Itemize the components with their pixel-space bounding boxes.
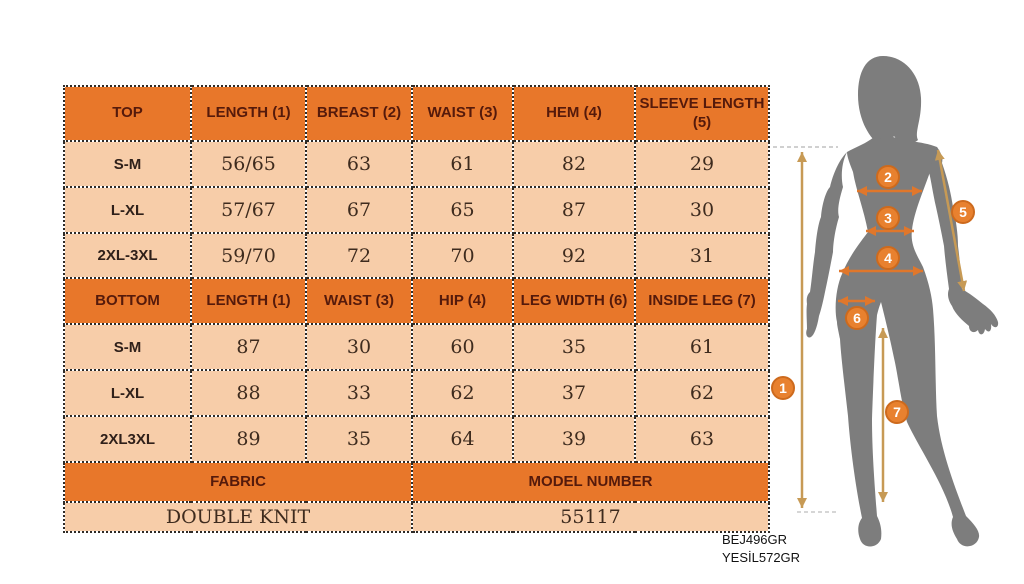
female-silhouette: [806, 56, 999, 547]
measure-marker-1: 1: [771, 376, 795, 400]
value-cell: 35: [305, 415, 413, 463]
table-row: L-XL 57/67 67 65 87 30: [63, 186, 770, 234]
product-codes: BEJ496GR YESİL572GR: [722, 531, 800, 567]
product-code-1: BEJ496GR: [722, 532, 788, 547]
value-cell: 59/70: [190, 232, 307, 279]
size-chart-table: TOP LENGTH (1) BREAST (2) WAIST (3) HEM (4) S…: [63, 85, 770, 533]
value-cell: 62: [411, 369, 514, 417]
header-cell: TOP: [63, 85, 192, 142]
table-row: 2XL-3XL 59/70 72 70 92 31: [63, 232, 770, 279]
table-row: FABRIC MODEL NUMBER: [63, 461, 770, 503]
value-cell: 61: [634, 323, 770, 371]
value-cell: 70: [411, 232, 514, 279]
value-cell: 88: [190, 369, 307, 417]
table-row: 2XL3XL 89 35 64 39 63: [63, 415, 770, 463]
header-cell: FABRIC: [63, 461, 413, 503]
value-cell: 92: [512, 232, 636, 279]
value-cell: 62: [634, 369, 770, 417]
value-cell: 39: [512, 415, 636, 463]
header-cell: INSIDE LEG (7): [634, 277, 770, 325]
header-cell: LENGTH (1): [190, 277, 307, 325]
value-cell: 61: [411, 140, 514, 188]
header-cell: BOTTOM: [63, 277, 192, 325]
header-cell: BREAST (2): [305, 85, 413, 142]
value-cell: 30: [634, 186, 770, 234]
size-label-cell: 2XL-3XL: [63, 232, 192, 279]
header-cell: HIP (4): [411, 277, 514, 325]
value-cell: 56/65: [190, 140, 307, 188]
silhouette-body-legs: [835, 136, 980, 547]
product-code-2: YESİL572GR: [722, 550, 801, 565]
value-cell: 67: [305, 186, 413, 234]
value-cell: 31: [634, 232, 770, 279]
silhouette-head: [858, 56, 922, 144]
value-cell: DOUBLE KNIT: [63, 501, 413, 533]
measure-marker-2: 2: [876, 165, 900, 189]
size-label-cell: S-M: [63, 140, 192, 188]
value-cell: 63: [305, 140, 413, 188]
silhouette-left-arm: [806, 152, 847, 338]
header-cell: MODEL NUMBER: [411, 461, 770, 503]
value-cell: 82: [512, 140, 636, 188]
measure-marker-6: 6: [845, 306, 869, 330]
table-row: DOUBLE KNIT 55117: [63, 501, 770, 533]
value-cell: 35: [512, 323, 636, 371]
size-label-cell: 2XL3XL: [63, 415, 192, 463]
value-cell: 57/67: [190, 186, 307, 234]
value-cell: 55117: [411, 501, 770, 533]
measure-marker-4: 4: [876, 246, 900, 270]
value-cell: 72: [305, 232, 413, 279]
value-cell: 65: [411, 186, 514, 234]
value-cell: 64: [411, 415, 514, 463]
value-cell: 30: [305, 323, 413, 371]
table-row: L-XL 88 33 62 37 62: [63, 369, 770, 417]
header-cell: LEG WIDTH (6): [512, 277, 636, 325]
header-cell: WAIST (3): [305, 277, 413, 325]
measure-marker-7: 7: [885, 400, 909, 424]
value-cell: 33: [305, 369, 413, 417]
header-cell: SLEEVE LENGTH (5): [634, 85, 770, 142]
size-label-cell: L-XL: [63, 186, 192, 234]
measure-marker-3: 3: [876, 206, 900, 230]
table-row: S-M 56/65 63 61 82 29: [63, 140, 770, 188]
table-row: S-M 87 30 60 35 61: [63, 323, 770, 371]
table-row: TOP LENGTH (1) BREAST (2) WAIST (3) HEM (4) S…: [63, 85, 770, 142]
table-row: BOTTOM LENGTH (1) WAIST (3) HIP (4) LEG WIDT…: [63, 277, 770, 325]
size-label-cell: S-M: [63, 323, 192, 371]
value-cell: 29: [634, 140, 770, 188]
value-cell: 89: [190, 415, 307, 463]
value-cell: 87: [190, 323, 307, 371]
value-cell: 87: [512, 186, 636, 234]
size-label-cell: L-XL: [63, 369, 192, 417]
silhouette-right-arm: [929, 147, 999, 335]
header-cell: WAIST (3): [411, 85, 514, 142]
header-cell: LENGTH (1): [190, 85, 307, 142]
value-cell: 60: [411, 323, 514, 371]
value-cell: 37: [512, 369, 636, 417]
measure-marker-5: 5: [951, 200, 975, 224]
header-cell: HEM (4): [512, 85, 636, 142]
value-cell: 63: [634, 415, 770, 463]
